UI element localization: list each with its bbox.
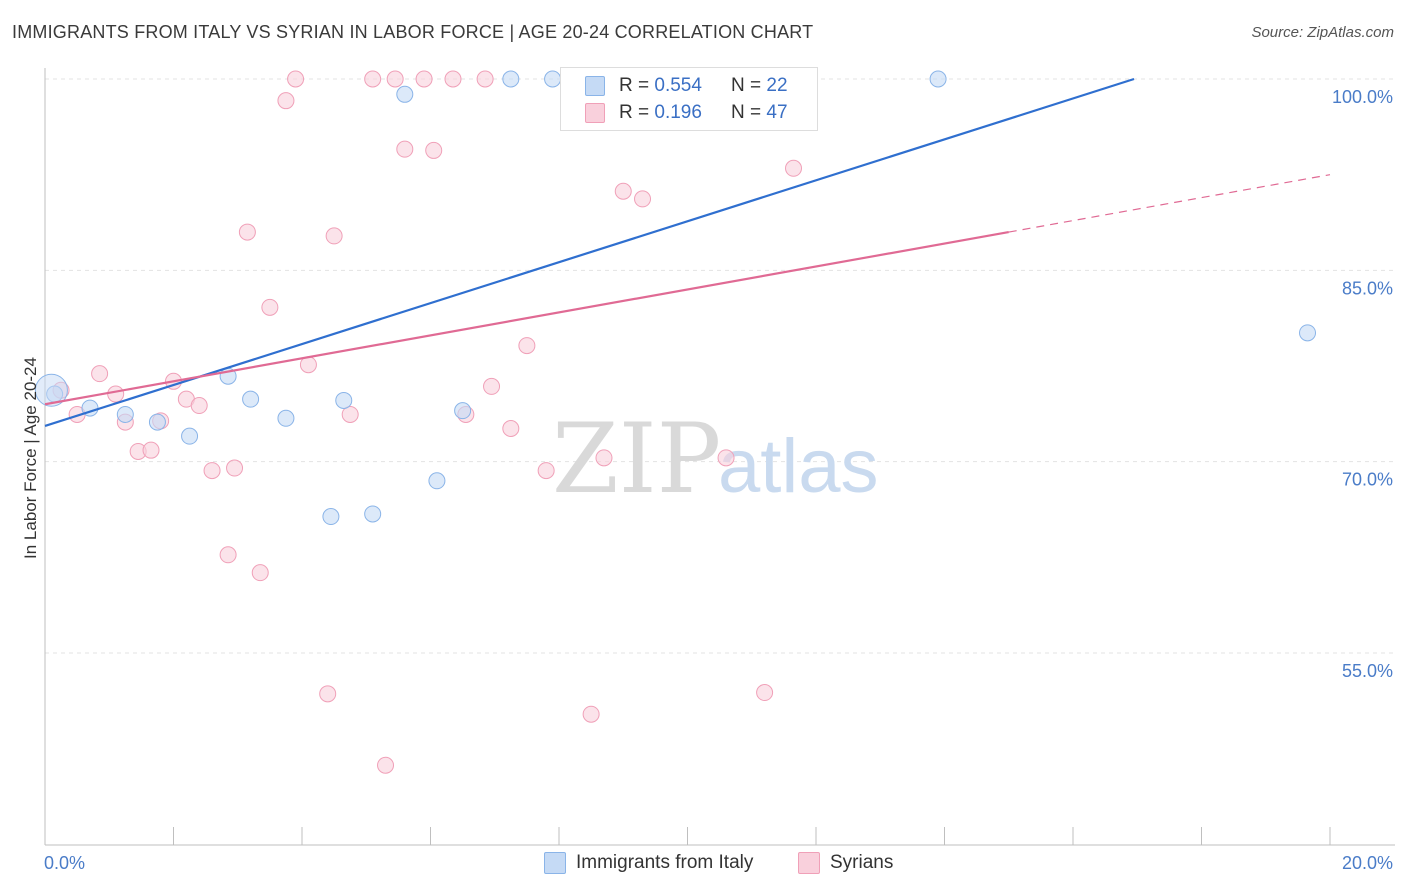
syrian-point xyxy=(341,405,359,423)
syrian-point xyxy=(502,420,520,438)
syrian-legend-swatch xyxy=(798,852,820,874)
italy-trend-line xyxy=(44,77,1135,427)
italy-r-value: 0.554 xyxy=(654,75,702,96)
syrian-point xyxy=(91,365,109,383)
italy-point xyxy=(116,405,134,423)
syrian-point xyxy=(377,756,395,774)
italy-legend-label: Immigrants from Italy xyxy=(576,852,754,873)
legend-item-syrian[interactable]: Syrians xyxy=(798,852,893,874)
italy-point xyxy=(428,472,446,490)
syrian-r-value: 0.196 xyxy=(654,102,702,123)
italy-point xyxy=(277,409,295,427)
italy-point xyxy=(502,70,520,88)
watermark-atlas: atlas xyxy=(718,424,879,509)
syrian-point xyxy=(614,182,632,200)
syrian-point xyxy=(238,223,256,241)
syrian-point xyxy=(444,70,462,88)
tick-labels: 55.0% 70.0% 85.0% 100.0% 0.0% 20.0% xyxy=(44,87,1393,873)
syrian-point xyxy=(386,70,404,88)
italy-swatch xyxy=(585,76,605,96)
syrian-point xyxy=(142,441,160,459)
syrian-point xyxy=(319,685,337,703)
italy-point xyxy=(544,70,562,88)
syrian-point xyxy=(483,377,501,395)
syrian-legend-label: Syrians xyxy=(830,852,894,873)
italy-n-label: N = xyxy=(731,75,767,96)
watermark-zip: ZIP xyxy=(552,403,721,515)
syrian-point xyxy=(634,190,652,208)
syrian-point xyxy=(107,385,125,403)
syrian-point xyxy=(415,70,433,88)
syrian-point xyxy=(203,462,221,480)
x-tick-label-0: 0.0% xyxy=(44,853,85,873)
watermark: ZIP atlas xyxy=(552,403,879,515)
syrian-point xyxy=(219,546,237,564)
syrian-point xyxy=(251,564,269,582)
syrian-point xyxy=(717,449,735,467)
legend-item-italy[interactable]: Immigrants from Italy xyxy=(544,852,753,874)
italy-point xyxy=(322,508,340,526)
syrian-point xyxy=(476,70,494,88)
syrian-point xyxy=(190,397,208,415)
x-tick-label-1: 20.0% xyxy=(1342,853,1393,873)
italy-point xyxy=(335,391,353,409)
italy-point xyxy=(454,402,472,420)
syrian-r-label: R = xyxy=(619,102,655,123)
syrian-point xyxy=(595,449,613,467)
y-tick-label-1: 70.0% xyxy=(1342,470,1393,490)
syrian-trend-line xyxy=(44,230,1009,406)
source-label: Source: ZipAtlas.com xyxy=(1251,24,1394,41)
syrian-point xyxy=(537,462,555,480)
italy-point xyxy=(242,390,260,408)
italy-n-value: 22 xyxy=(766,75,788,96)
axes xyxy=(44,68,1395,846)
syrian-point xyxy=(364,70,382,88)
syrian-point xyxy=(261,298,279,316)
syrian-point xyxy=(518,337,536,355)
syrian-point xyxy=(785,159,803,177)
y-tick-label-3: 100.0% xyxy=(1332,87,1393,107)
italy-point xyxy=(396,85,414,103)
italy-point xyxy=(34,373,68,407)
italy-point xyxy=(148,413,166,431)
syrian-point xyxy=(277,92,295,110)
syrian-point xyxy=(582,705,600,723)
syrian-point xyxy=(287,70,305,88)
syrian-trend-extension xyxy=(1008,174,1331,233)
italy-legend-swatch xyxy=(544,852,566,874)
y-tick-label-0: 55.0% xyxy=(1342,661,1393,681)
series-legend: Immigrants from Italy Syrians xyxy=(0,852,1406,878)
y-tick-label-2: 85.0% xyxy=(1342,278,1393,298)
syrian-point xyxy=(226,459,244,477)
italy-point xyxy=(364,505,382,523)
trend-lines xyxy=(44,77,1331,427)
chart-title: IMMIGRANTS FROM ITALY VS SYRIAN IN LABOR… xyxy=(12,22,814,42)
syrian-point xyxy=(325,227,343,245)
grid xyxy=(45,78,1395,654)
syrian-swatch xyxy=(585,103,605,123)
italy-point xyxy=(1299,324,1317,342)
italy-point xyxy=(181,427,199,445)
syrian-n-label: N = xyxy=(731,102,767,123)
italy-point xyxy=(929,70,947,88)
y-axis-label: In Labor Force | Age 20-24 xyxy=(21,357,40,559)
syrian-n-value: 47 xyxy=(766,102,788,123)
syrian-point xyxy=(425,141,443,159)
syrian-point xyxy=(396,140,414,158)
correlation-legend: R = 0.554 N = 22 R = 0.196 N = 47 xyxy=(560,67,818,131)
italy-r-label: R = xyxy=(619,75,655,96)
syrian-point xyxy=(756,684,774,702)
